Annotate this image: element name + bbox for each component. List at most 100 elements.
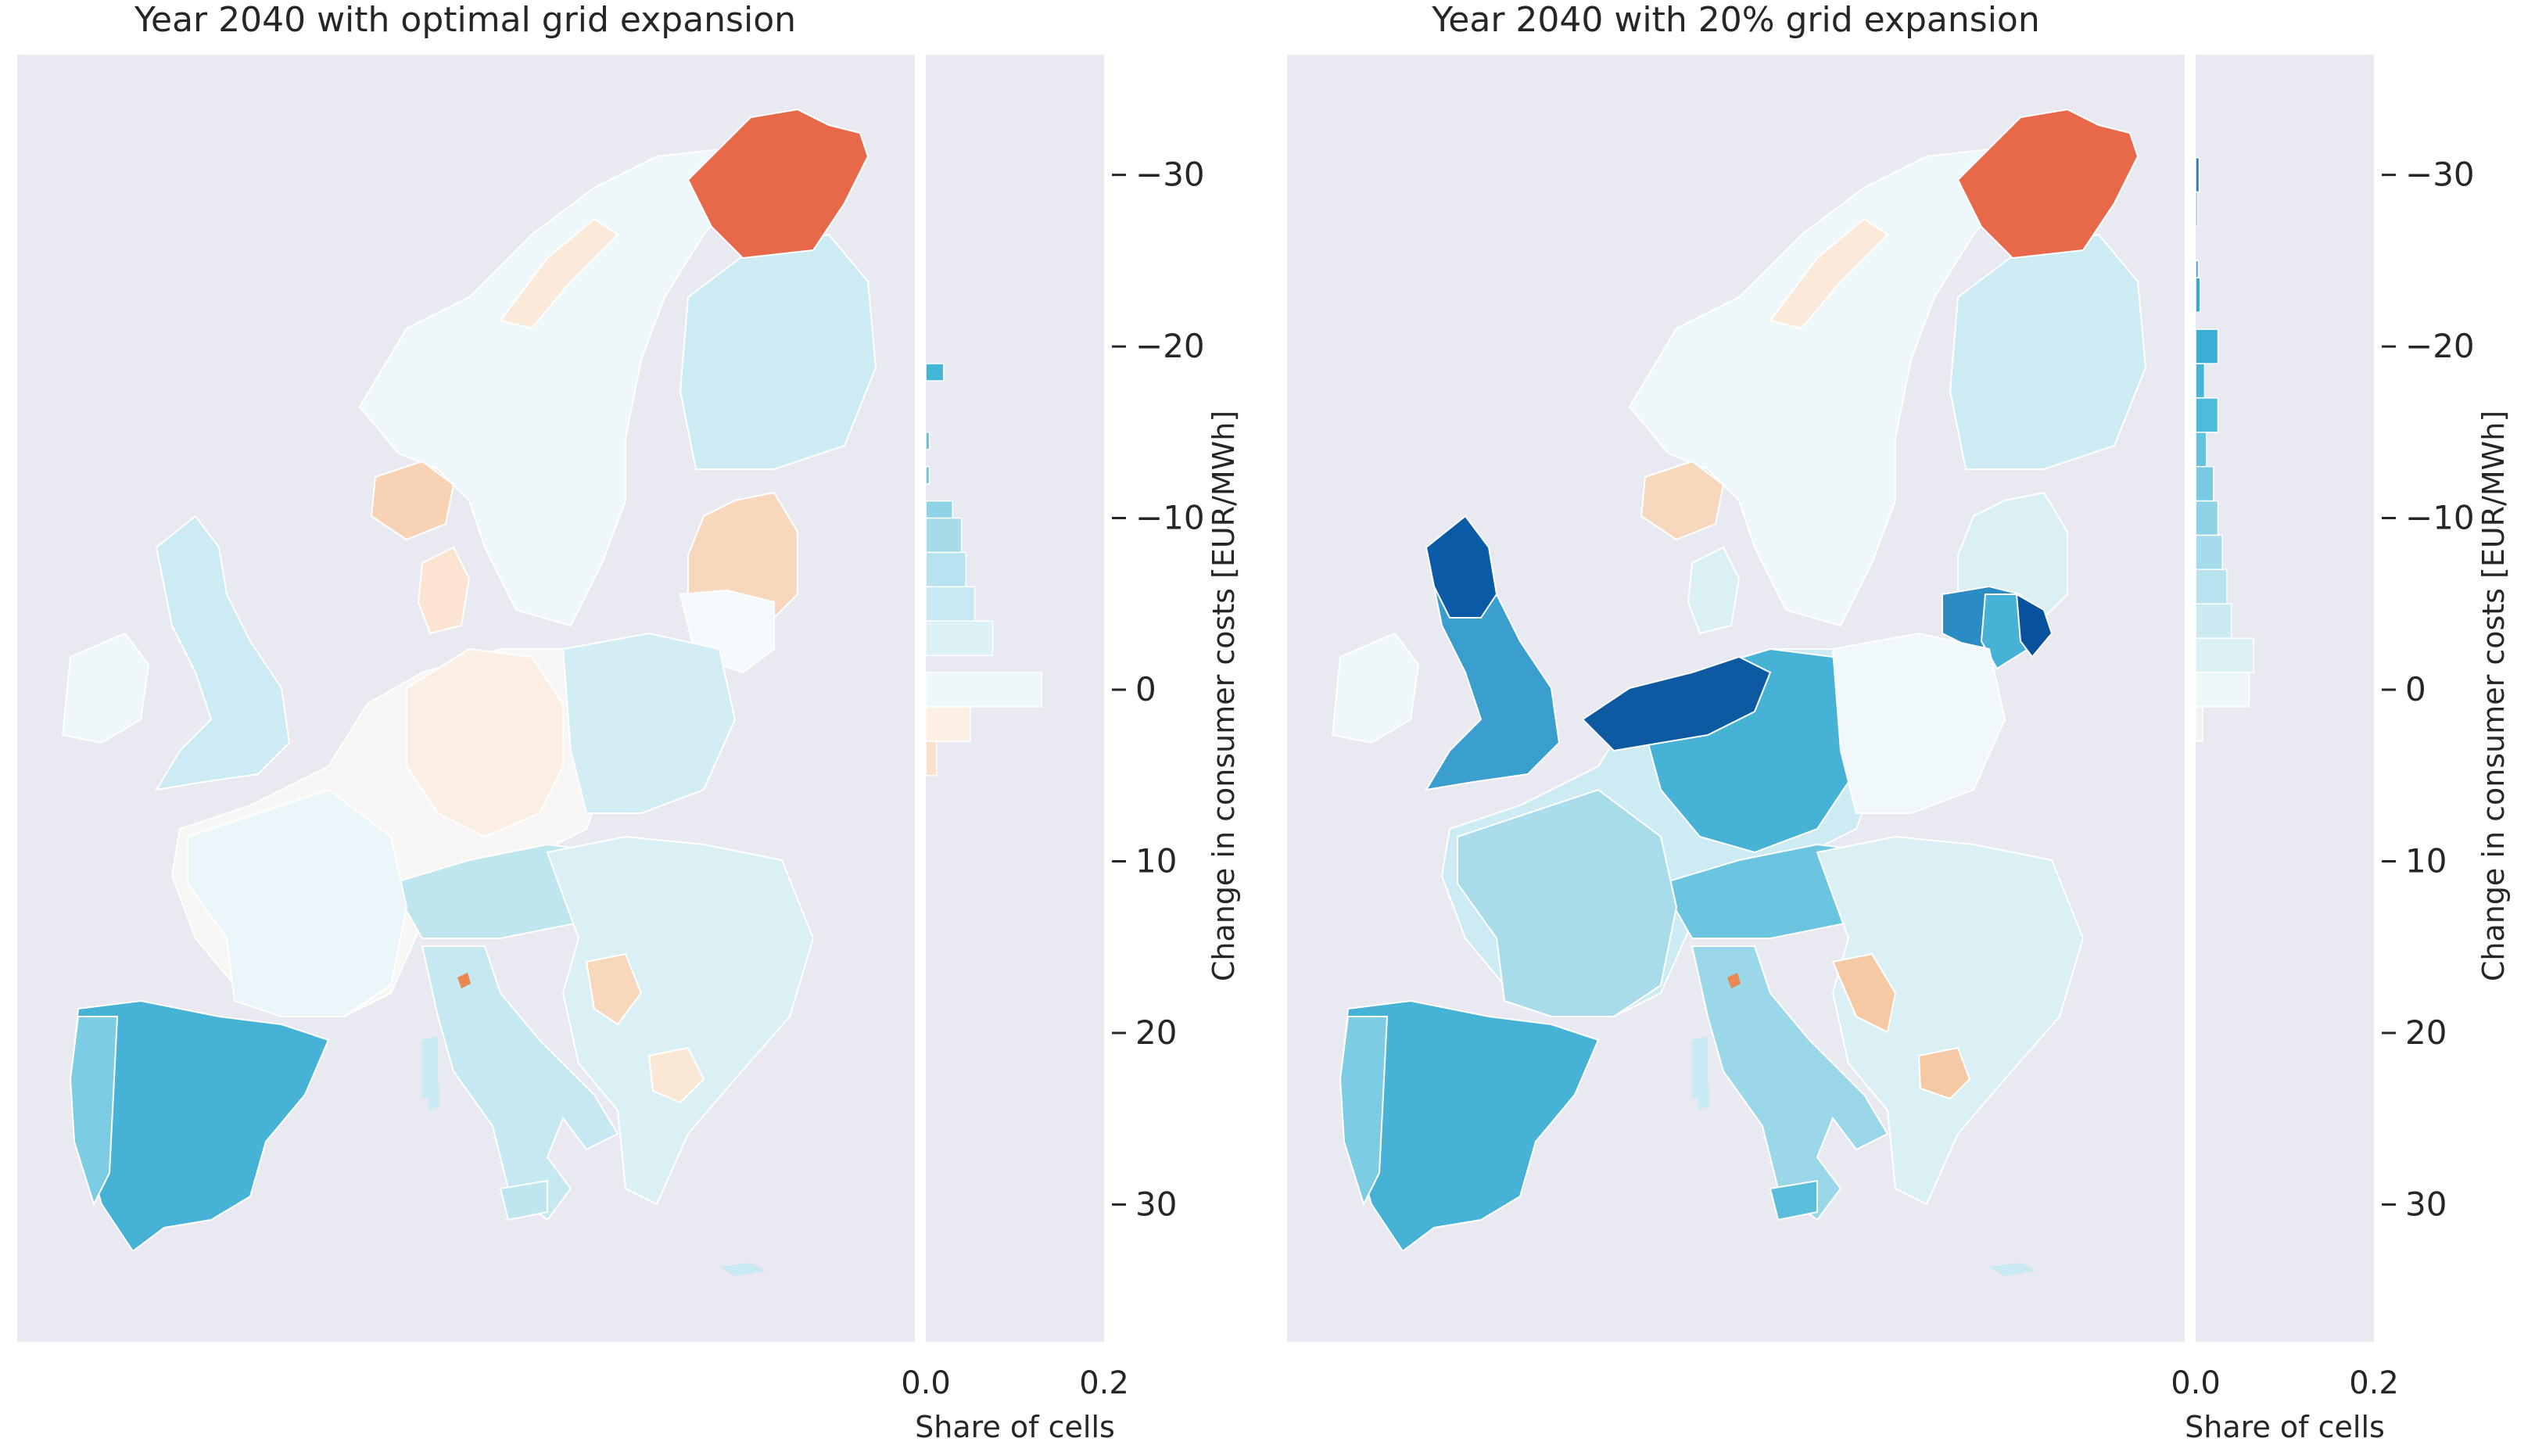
lithuania-east-region — [1980, 594, 2030, 670]
corsica-region — [1698, 1083, 1709, 1110]
histogram-bar — [2195, 328, 2219, 364]
crete-region — [719, 1263, 766, 1276]
histogram-bar — [2195, 260, 2200, 279]
right-colorbar-label: Change in consumer costs [EUR/MWh] — [2476, 411, 2511, 981]
left-xlabel: Share of cells — [915, 1410, 1115, 1444]
france-region — [187, 788, 408, 1017]
right-title: Year 2040 with 20% grid expansion — [1431, 0, 2039, 40]
balkans-region — [546, 835, 815, 1206]
left-title: Year 2040 with optimal grid expansion — [134, 0, 796, 40]
histogram-bar — [2195, 465, 2214, 502]
ytick-label: −10 — [2405, 499, 2475, 537]
ytick-label: 0 — [2405, 670, 2426, 708]
ytick-label: 20 — [2405, 1013, 2447, 1052]
sardinia-region — [1692, 1036, 1708, 1099]
left-histogram-bars — [925, 363, 1042, 776]
histogram-bar — [925, 465, 930, 485]
histogram-bar — [2195, 637, 2254, 673]
south-sweden-region — [370, 460, 455, 541]
left-panel: Year 2040 with optimal grid expansion — [17, 0, 1241, 1444]
scotland-region — [1425, 515, 1498, 619]
histogram-bar — [925, 432, 930, 450]
italy-region — [421, 945, 619, 1221]
ytick-label: −30 — [2405, 156, 2475, 194]
ytick-label: 10 — [1135, 841, 1177, 880]
histogram-bar — [925, 363, 945, 382]
right-xtick-1: 0.2 — [2349, 1365, 2399, 1401]
corsica-region — [428, 1083, 439, 1110]
ireland-region — [1331, 632, 1420, 744]
left-yticks: −30 −20 −10 0 10 20 30 — [1112, 156, 1205, 1223]
histogram-bar — [925, 500, 953, 519]
histogram-bar — [2195, 672, 2250, 708]
ytick-label: −20 — [2405, 327, 2475, 365]
ytick-label: −30 — [1135, 156, 1205, 194]
netherlands-region — [1581, 655, 1772, 752]
bosnia-region — [585, 952, 643, 1026]
right-map — [1331, 108, 2147, 1276]
france-region — [1457, 788, 1678, 1017]
portugal-region — [1339, 1016, 1389, 1207]
ytick-label: 30 — [2405, 1185, 2447, 1223]
histogram-bar — [2195, 156, 2200, 193]
left-xtick-0: 0.0 — [901, 1365, 951, 1401]
histogram-bar — [2195, 603, 2232, 639]
right-xlabel: Share of cells — [2185, 1410, 2385, 1444]
histogram-bar — [2195, 534, 2223, 571]
histogram-bar — [925, 706, 971, 742]
right-histogram-bars — [2195, 156, 2254, 742]
histogram-bar — [2195, 568, 2228, 605]
left-xtick-1: 0.2 — [1079, 1365, 1129, 1401]
italy-region — [1691, 945, 1889, 1221]
ytick-label: 10 — [2405, 841, 2447, 880]
tuscany-spot — [1727, 973, 1741, 988]
portugal-region — [69, 1016, 119, 1207]
sicily-region — [499, 1179, 548, 1221]
denmark-region — [417, 546, 471, 635]
germany-region — [406, 647, 564, 838]
scandinavia-region — [1628, 147, 2022, 627]
norway-coast-region — [1769, 217, 1889, 330]
right-panel: Year 2040 with 20% grid expansion — [1287, 0, 2511, 1444]
sicily-region — [1769, 1179, 1818, 1221]
denmark-region — [1687, 546, 1741, 635]
sardinia-region — [422, 1036, 438, 1099]
histogram-bar — [2195, 500, 2219, 536]
uk-region — [155, 515, 291, 791]
histogram-bar — [925, 672, 1042, 708]
scandinavia-region — [358, 147, 752, 627]
south-sweden-region — [1640, 460, 1725, 541]
ytick-label: 0 — [1135, 670, 1156, 708]
crete-region — [1989, 1263, 2036, 1276]
histogram-bar — [925, 741, 938, 776]
histogram-bar — [925, 620, 994, 656]
histogram-bar — [2195, 277, 2201, 313]
greece-north-region — [647, 1046, 705, 1104]
left-map — [61, 108, 877, 1276]
ytick-label: 30 — [1135, 1185, 1177, 1223]
ytick-label: −20 — [1135, 327, 1205, 365]
histogram-bar — [2195, 191, 2199, 228]
north-norway-red-region — [687, 108, 870, 260]
ytick-label: 20 — [1135, 1013, 1177, 1052]
left-colorbar-label: Change in consumer costs [EUR/MWh] — [1207, 411, 1241, 981]
bosnia-region — [1831, 952, 1897, 1034]
tuscany-spot — [457, 973, 471, 988]
histogram-bar — [925, 517, 963, 554]
histogram-bar — [2195, 432, 2207, 468]
macedonia-region — [1917, 1046, 1971, 1100]
histogram-bar — [2195, 363, 2206, 399]
right-xtick-0: 0.0 — [2171, 1365, 2221, 1401]
north-norway-red-region — [1956, 108, 2139, 260]
histogram-bar — [925, 551, 967, 588]
poland-region — [1831, 632, 2006, 814]
right-yticks: −30 −20 −10 0 10 20 30 — [2382, 156, 2475, 1223]
poland-region — [561, 632, 737, 814]
ireland-region — [61, 632, 150, 744]
ytick-label: −10 — [1135, 499, 1205, 537]
histogram-bar — [925, 586, 976, 622]
histogram-bar — [2195, 397, 2219, 433]
histogram-bar — [2195, 706, 2203, 742]
balkans-region — [1816, 835, 2085, 1206]
